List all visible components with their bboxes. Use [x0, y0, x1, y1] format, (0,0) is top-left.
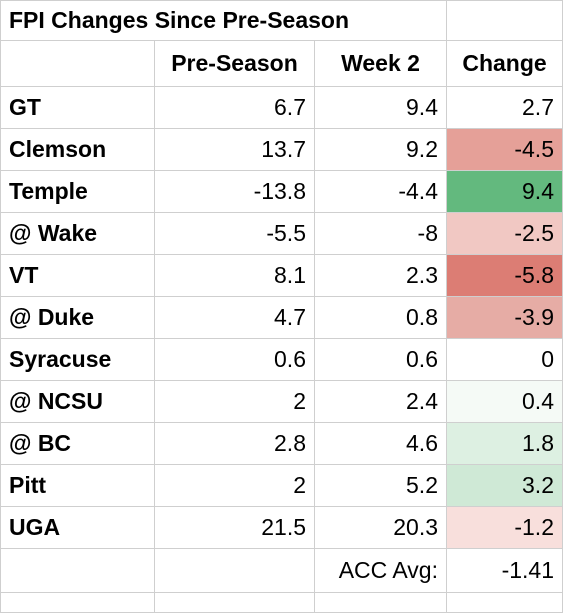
week-2-cell[interactable]: 0.8	[314, 296, 447, 339]
pre-season-cell[interactable]: 13.7	[154, 128, 315, 171]
change-cell[interactable]: 0	[446, 338, 563, 381]
team-cell[interactable]: GT	[0, 86, 155, 129]
empty-cell[interactable]	[0, 592, 155, 613]
empty-cell[interactable]	[0, 40, 155, 87]
team-cell[interactable]: @ BC	[0, 422, 155, 465]
table-row: Clemson 13.7 9.2 -4.5	[0, 128, 563, 171]
table-row: UGA 21.5 20.3 -1.2	[0, 506, 563, 549]
week-2-cell[interactable]: 2.3	[314, 254, 447, 297]
table-row: @ NCSU 2 2.4 0.4	[0, 380, 563, 423]
change-cell[interactable]: 2.7	[446, 86, 563, 129]
team-cell[interactable]: Syracuse	[0, 338, 155, 381]
table-row: @ BC 2.8 4.6 1.8	[0, 422, 563, 465]
team-cell[interactable]: Temple	[0, 170, 155, 213]
empty-cell[interactable]	[0, 548, 155, 593]
team-cell[interactable]: @ Wake	[0, 212, 155, 255]
empty-cell[interactable]	[446, 592, 563, 613]
week-2-cell[interactable]: -4.4	[314, 170, 447, 213]
empty-cell[interactable]	[154, 548, 315, 593]
change-cell[interactable]: -3.9	[446, 296, 563, 339]
change-cell[interactable]: 1.8	[446, 422, 563, 465]
change-cell[interactable]: 9.4	[446, 170, 563, 213]
week-2-cell[interactable]: 0.6	[314, 338, 447, 381]
average-row: ACC Avg: -1.41	[0, 548, 563, 593]
empty-cell[interactable]	[154, 592, 315, 613]
table-row: VT 8.1 2.3 -5.8	[0, 254, 563, 297]
pre-season-cell[interactable]: 0.6	[154, 338, 315, 381]
week-2-cell[interactable]: -8	[314, 212, 447, 255]
team-cell[interactable]: Clemson	[0, 128, 155, 171]
empty-cell[interactable]	[314, 592, 447, 613]
pre-season-cell[interactable]: 6.7	[154, 86, 315, 129]
team-cell[interactable]: @ Duke	[0, 296, 155, 339]
week-2-cell[interactable]: 2.4	[314, 380, 447, 423]
header-week-2[interactable]: Week 2	[314, 40, 447, 87]
pre-season-cell[interactable]: -5.5	[154, 212, 315, 255]
week-2-cell[interactable]: 9.4	[314, 86, 447, 129]
pre-season-cell[interactable]: 21.5	[154, 506, 315, 549]
change-cell[interactable]: 3.2	[446, 464, 563, 507]
pre-season-cell[interactable]: 2	[154, 380, 315, 423]
week-2-cell[interactable]: 20.3	[314, 506, 447, 549]
pre-season-cell[interactable]: -13.8	[154, 170, 315, 213]
empty-cell[interactable]	[446, 0, 563, 41]
avg-value[interactable]: -1.41	[446, 548, 563, 593]
change-cell[interactable]: -5.8	[446, 254, 563, 297]
team-cell[interactable]: Pitt	[0, 464, 155, 507]
team-cell[interactable]: VT	[0, 254, 155, 297]
week-2-cell[interactable]: 4.6	[314, 422, 447, 465]
table-row: @ Duke 4.7 0.8 -3.9	[0, 296, 563, 339]
change-cell[interactable]: -1.2	[446, 506, 563, 549]
pre-season-cell[interactable]: 4.7	[154, 296, 315, 339]
change-cell[interactable]: -2.5	[446, 212, 563, 255]
table-row: Syracuse 0.6 0.6 0	[0, 338, 563, 381]
sheet-title[interactable]: FPI Changes Since Pre-Season	[0, 0, 447, 41]
pre-season-cell[interactable]: 8.1	[154, 254, 315, 297]
header-change[interactable]: Change	[446, 40, 563, 87]
team-cell[interactable]: UGA	[0, 506, 155, 549]
pre-season-cell[interactable]: 2.8	[154, 422, 315, 465]
week-2-cell[interactable]: 9.2	[314, 128, 447, 171]
pre-season-cell[interactable]: 2	[154, 464, 315, 507]
avg-label[interactable]: ACC Avg:	[314, 548, 447, 593]
header-pre-season[interactable]: Pre-Season	[154, 40, 315, 87]
change-cell[interactable]: -4.5	[446, 128, 563, 171]
table-row	[0, 592, 563, 613]
table-row: @ Wake -5.5 -8 -2.5	[0, 212, 563, 255]
table-row: GT 6.7 9.4 2.7	[0, 86, 563, 129]
table-row: Pitt 2 5.2 3.2	[0, 464, 563, 507]
week-2-cell[interactable]: 5.2	[314, 464, 447, 507]
team-cell[interactable]: @ NCSU	[0, 380, 155, 423]
table-row: Temple -13.8 -4.4 9.4	[0, 170, 563, 213]
change-cell[interactable]: 0.4	[446, 380, 563, 423]
